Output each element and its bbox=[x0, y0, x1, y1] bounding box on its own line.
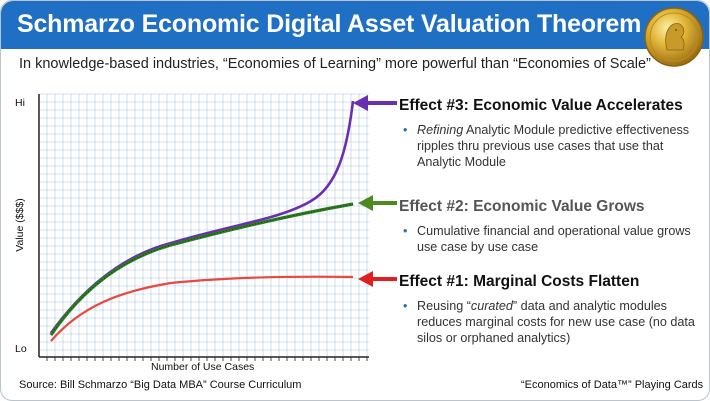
slide-title: Schmarzo Economic Digital Asset Valuatio… bbox=[17, 10, 642, 38]
curve-grows-dots bbox=[50, 203, 354, 336]
effect-grows: Effect #2: Economic Value Grows • Cumulat… bbox=[399, 198, 699, 255]
y-top-label: Hi bbox=[15, 97, 25, 109]
arrow-grows bbox=[358, 195, 397, 211]
effect-accelerates-title: Effect #3: Economic Value Accelerates bbox=[399, 97, 683, 114]
bullet-icon: • bbox=[403, 299, 408, 313]
y-bottom-label: Lo bbox=[15, 343, 27, 355]
subtitle: In knowledge-based industries, “Economie… bbox=[19, 56, 651, 72]
bullet-icon: • bbox=[403, 224, 408, 238]
curve-accelerates bbox=[49, 100, 355, 334]
title-bar: Schmarzo Economic Digital Asset Valuatio… bbox=[1, 1, 709, 49]
x-axis-label: Number of Use Cases bbox=[151, 361, 255, 373]
brand-note: “Economics of Data™” Playing Cards bbox=[521, 379, 704, 391]
curve-costs bbox=[50, 275, 354, 342]
source-note: Source: Bill Schmarzo “Big Data MBA” Cou… bbox=[19, 379, 302, 391]
effect-accelerates-body: • Refining Analytic Module predictive eff… bbox=[403, 123, 690, 169]
effect-costs-body: • Reusing “curated” data and analytic mod… bbox=[403, 299, 695, 345]
curve-grows bbox=[49, 202, 354, 336]
bullet-icon: • bbox=[403, 123, 408, 137]
effect-grows-title: Effect #2: Economic Value Grows bbox=[399, 198, 645, 215]
effect-costs-title: Effect #1: Marginal Costs Flatten bbox=[399, 273, 640, 290]
y-axis-label: Value ($$$) bbox=[13, 198, 26, 252]
effect-accelerates: Effect #3: Economic Value Accelerates • R… bbox=[399, 97, 699, 170]
arrow-accelerates bbox=[353, 95, 397, 111]
grid bbox=[38, 93, 369, 361]
effect-grows-body: • Cumulative financial and operational va… bbox=[403, 224, 691, 254]
effect-costs: Effect #1: Marginal Costs Flatten • Reusi… bbox=[399, 273, 699, 346]
arrow-costs bbox=[358, 271, 397, 287]
gold-medal-icon bbox=[644, 7, 704, 67]
